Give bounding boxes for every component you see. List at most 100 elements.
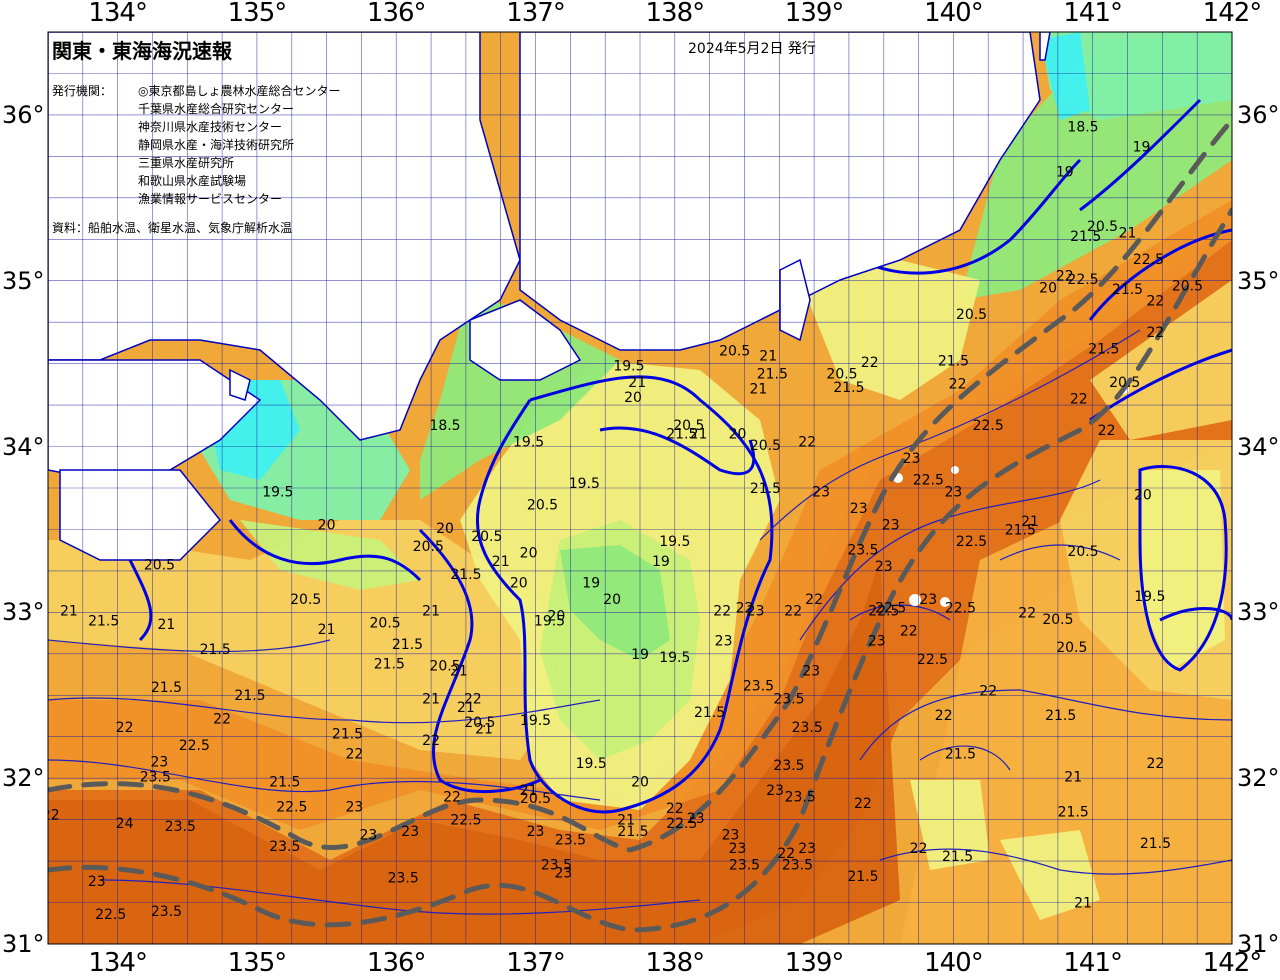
isotherm-label: 22.5 xyxy=(956,534,987,550)
isotherm-label: 23 xyxy=(401,824,419,840)
isotherm-label: 20 xyxy=(436,521,454,537)
lon-tick-label-bottom: 141° xyxy=(1063,948,1123,978)
isotherm-label: 22 xyxy=(805,592,823,608)
isotherm-label: 23 xyxy=(345,799,363,815)
isotherm-label: 23.5 xyxy=(743,678,774,694)
isotherm-label: 23 xyxy=(875,559,893,575)
isotherm-label: 20.5 xyxy=(464,715,495,731)
isotherm-label: 23 xyxy=(882,518,900,534)
lon-tick-label-bottom: 136° xyxy=(366,948,427,978)
isotherm-label: 21 xyxy=(475,721,493,737)
isotherm-label: 22 xyxy=(116,720,134,736)
isotherm-label: 22.5 xyxy=(1067,272,1098,288)
isotherm-label: 21.5 xyxy=(938,353,969,369)
island xyxy=(909,594,921,606)
isotherm-label: 20.5 xyxy=(429,658,460,674)
isotherm-label: 19 xyxy=(582,576,600,592)
isotherm-label: 20.5 xyxy=(527,498,558,514)
isotherm-label: 21.5 xyxy=(88,614,119,630)
isotherm-label: 21.5 xyxy=(942,849,973,865)
isotherm-label: 20.5 xyxy=(413,539,444,555)
isotherm-minor xyxy=(919,745,1011,771)
isotherm-label: 22 xyxy=(798,435,816,451)
isotherm-label: 21 xyxy=(492,554,510,570)
isotherm-label: 22 xyxy=(900,624,918,640)
isotherm-label: 22.5 xyxy=(179,738,210,754)
isotherm-label: 23.5 xyxy=(773,692,804,708)
isotherm-label: 21 xyxy=(1021,514,1039,530)
kuroshio-front-lines xyxy=(48,117,1232,933)
temperature-zone xyxy=(48,520,560,760)
isotherm-label: 21 xyxy=(1064,770,1082,786)
isotherm-label: 23.5 xyxy=(785,789,816,805)
lat-tick-label-right: 35° xyxy=(1237,266,1280,295)
temperature-zone xyxy=(48,200,1232,830)
isotherm-label: 21.5 xyxy=(269,775,300,791)
isotherm-label: 22 xyxy=(910,841,928,857)
lat-tick-label-left: 35° xyxy=(2,266,45,295)
lon-tick-label-top: 139° xyxy=(784,0,845,28)
lat-tick-label-right: 31° xyxy=(1237,930,1280,958)
isotherm-label: 21.5 xyxy=(666,426,697,442)
isotherm-label: 21 xyxy=(450,663,468,679)
isotherm-label: 20.5 xyxy=(1042,612,1073,628)
isotherm-label: 20.5 xyxy=(719,343,750,359)
isotherm-minor xyxy=(999,544,1121,561)
isotherm-label: 22 xyxy=(861,355,879,371)
isotherm-label: 23.5 xyxy=(541,857,572,873)
isotherm-label: 22 xyxy=(935,708,953,724)
front-line xyxy=(48,117,1232,853)
isotherm-label: 20.5 xyxy=(1172,279,1203,295)
isotherm-label: 23 xyxy=(868,634,886,650)
isotherm-minor xyxy=(48,639,331,653)
lat-tick-label-left: 33° xyxy=(2,598,45,627)
isotherm-label: 20.5 xyxy=(750,438,781,454)
isotherm-label: 23 xyxy=(850,501,868,517)
isotherm-label: 23 xyxy=(715,634,733,650)
isotherm-label: 21 xyxy=(628,375,646,391)
land xyxy=(59,469,222,561)
lon-tick-label-top: 135° xyxy=(227,0,288,28)
isotherm-label: 23 xyxy=(766,783,784,799)
isotherm-label: 19 xyxy=(1056,164,1074,180)
isotherm-label: 22 xyxy=(854,796,872,812)
isotherm-label: 21.5 xyxy=(750,481,781,497)
land xyxy=(519,32,1041,351)
isotherm-minor xyxy=(859,689,1232,761)
isotherm-minor xyxy=(799,479,1101,641)
isotherm-label: 23 xyxy=(747,604,765,620)
isotherm-label: 20 xyxy=(547,609,565,625)
lon-tick-label-bottom: 135° xyxy=(227,948,288,978)
isotherm-lines xyxy=(48,98,1232,915)
isotherm-label: 23 xyxy=(798,841,816,857)
isotherm-label: 22 xyxy=(1018,605,1036,621)
isotherm-label: 22 xyxy=(464,692,482,708)
isotherm-minor xyxy=(759,329,1141,541)
isotherm-label: 20 xyxy=(603,592,621,608)
isotherm-label: 20 xyxy=(631,775,649,791)
isotherm-label: 21.5 xyxy=(694,705,725,721)
isotherm-major xyxy=(1159,606,1232,622)
isotherm-label: 21 xyxy=(422,604,440,620)
isotherm-label: 23 xyxy=(919,592,937,608)
temperature-zone xyxy=(48,560,900,944)
isotherm-label: 21 xyxy=(520,783,538,799)
issuer-item: ◎東京都島しょ農林水産総合センター xyxy=(138,84,341,98)
front-line xyxy=(48,207,1232,933)
isotherm-label: 23.5 xyxy=(847,542,878,558)
isotherm-label: 22 xyxy=(1098,423,1116,439)
isotherm-major xyxy=(599,426,756,476)
isotherm-label: 21.5 xyxy=(234,688,265,704)
isotherm-label: 20.5 xyxy=(471,529,502,545)
isotherm-label: 22 xyxy=(345,746,363,762)
isotherm-label: 21.5 xyxy=(1140,836,1171,852)
issuer-item: 千葉県水産総合研究センター xyxy=(138,102,295,116)
isotherm-label: 23 xyxy=(722,828,740,844)
land xyxy=(1039,32,1051,61)
isotherm-label: 21.5 xyxy=(151,680,182,696)
lon-tick-label-top: 137° xyxy=(506,0,566,28)
isotherm-label: 22 xyxy=(949,377,967,393)
isotherm-label: 19 xyxy=(652,554,670,570)
isotherm-label: 20 xyxy=(729,426,747,442)
